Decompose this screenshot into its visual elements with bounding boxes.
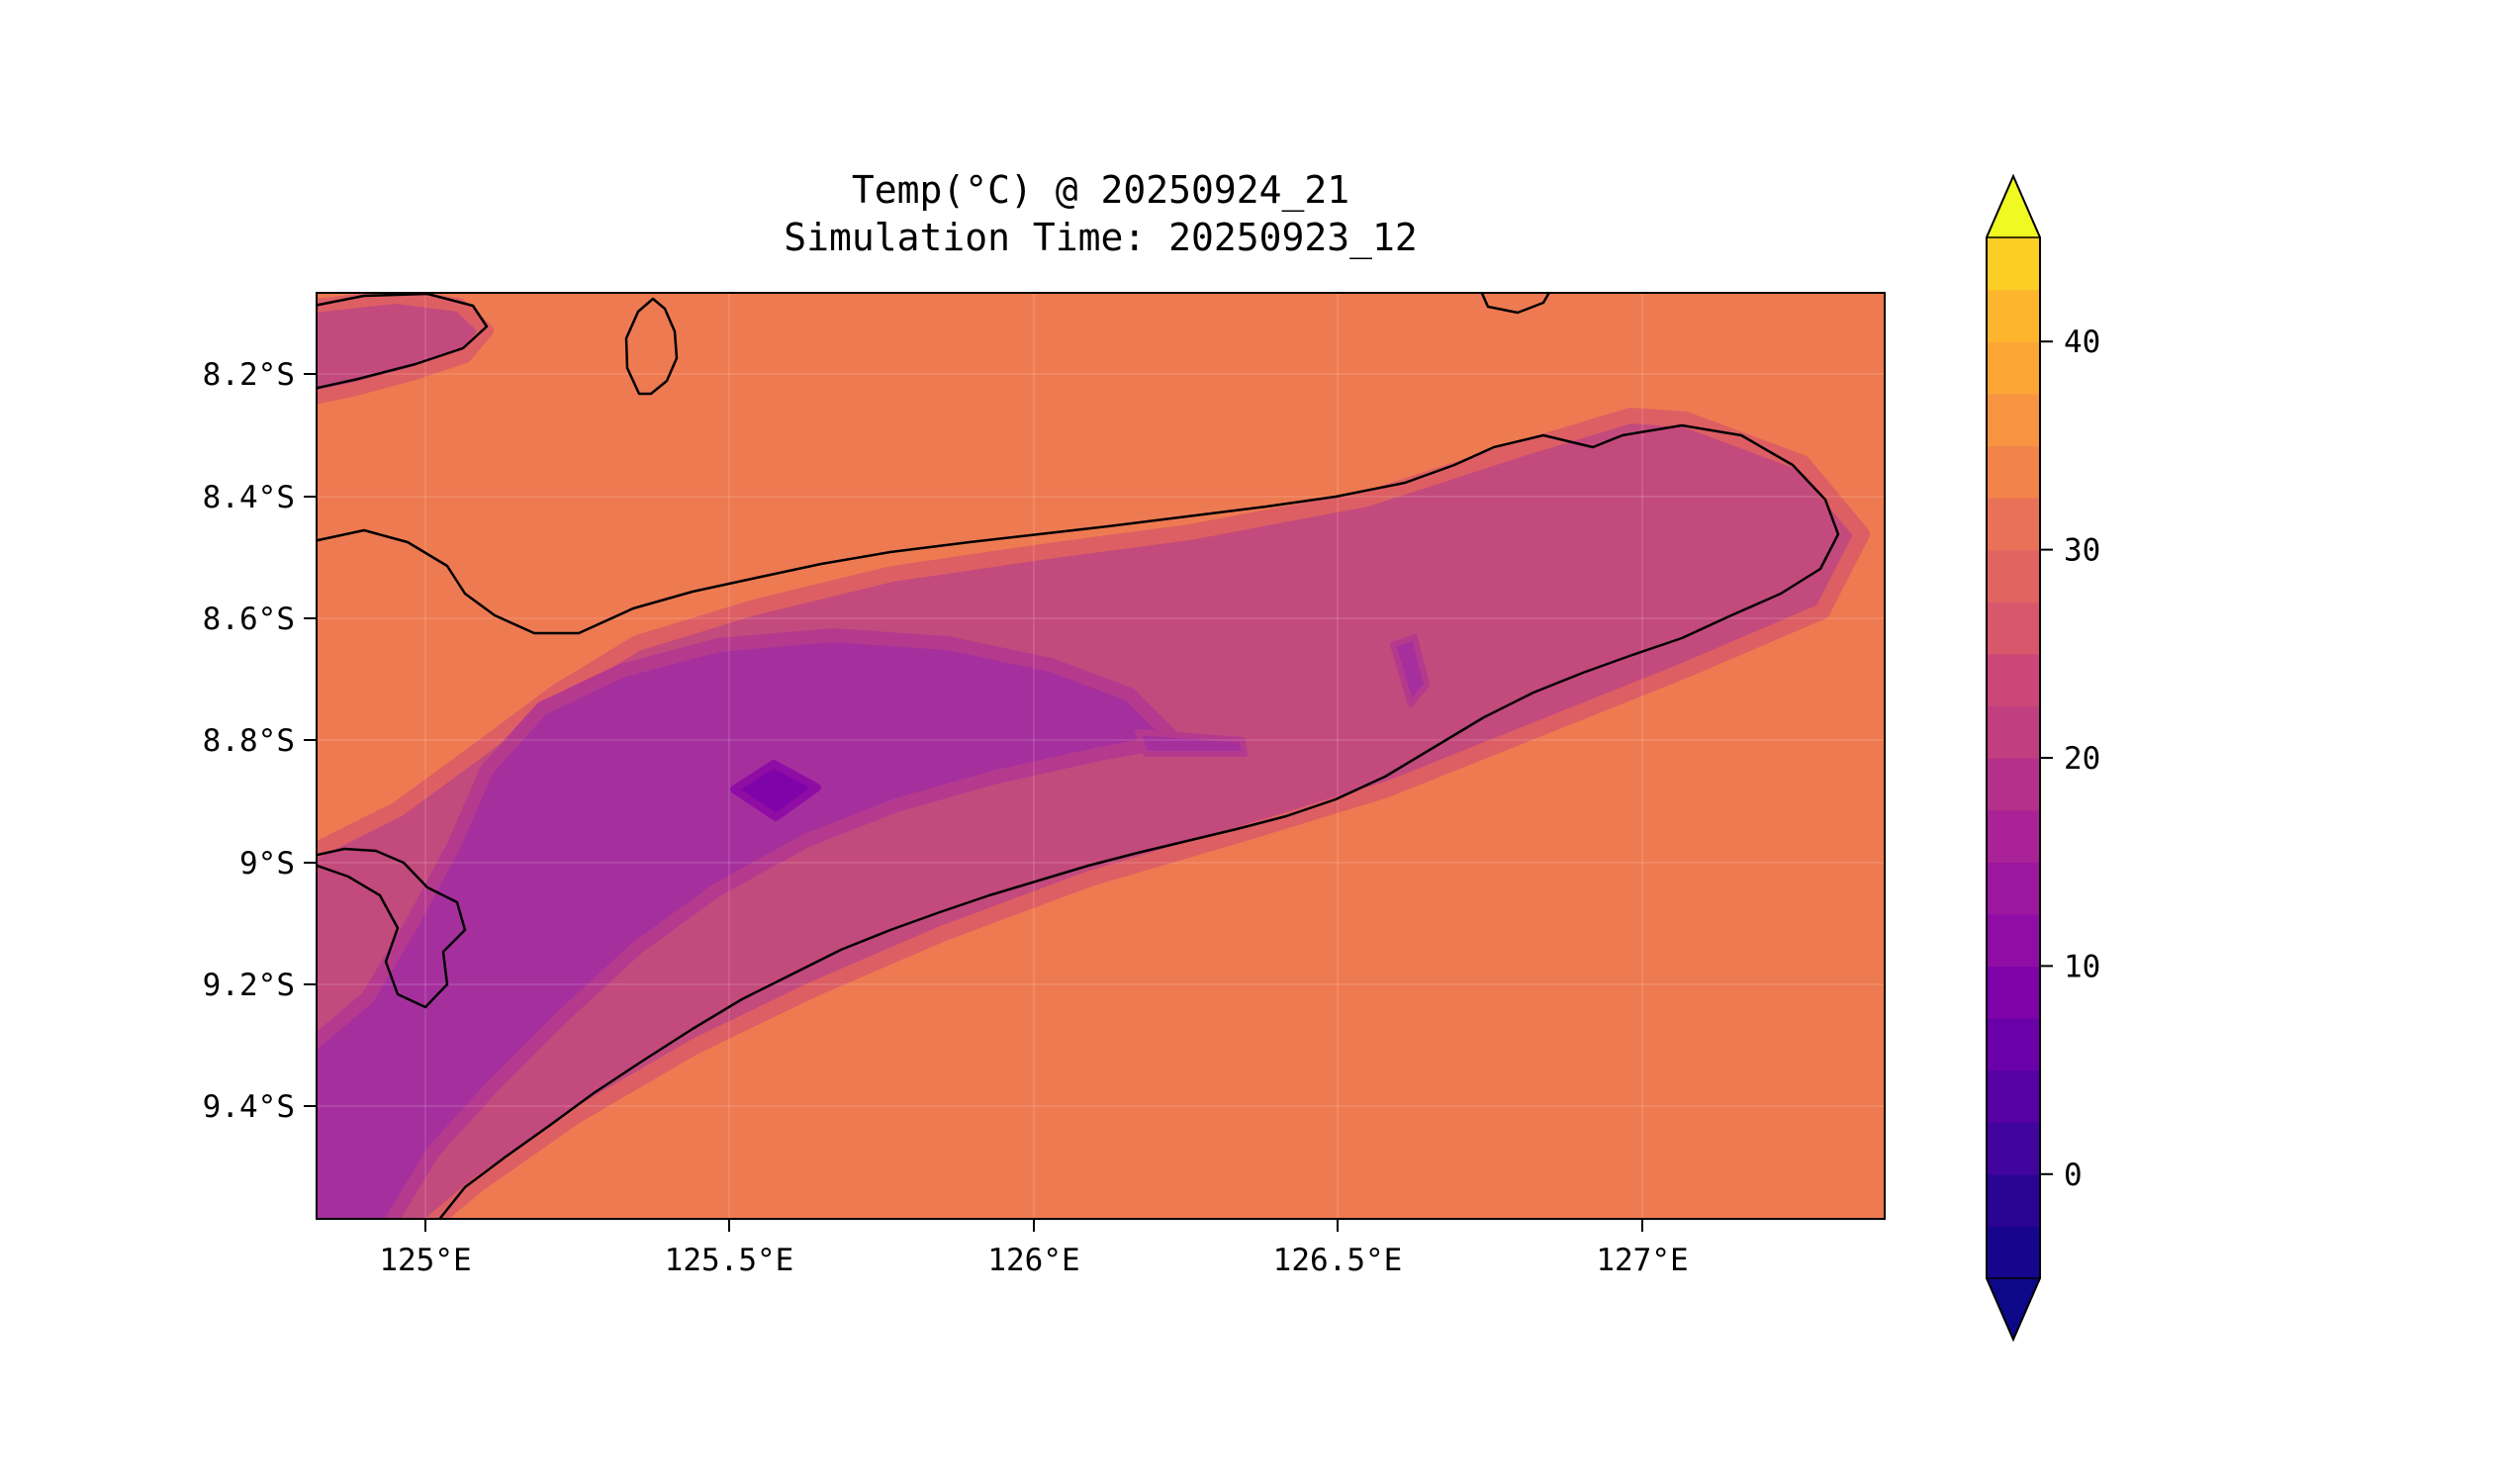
wetar-island-coastline — [1480, 293, 1551, 315]
peak-cold-spot — [730, 760, 821, 821]
highlands-sliver-mid — [1135, 729, 1248, 757]
y-tick-label: 8.8°S — [203, 723, 295, 759]
colorbar-band — [1987, 758, 2040, 811]
chart-title: Temp(°C) @ 20250924_21 — [851, 168, 1350, 212]
colorbar-band — [1987, 1173, 2040, 1227]
colorbar-under-arrow — [1987, 1278, 2040, 1340]
x-tick-label: 126.5°E — [1273, 1243, 1403, 1278]
alor-island-coastline — [317, 293, 489, 390]
y-tick-label: 9.4°S — [203, 1089, 295, 1125]
colorbar-tick-label: 0 — [2064, 1158, 2083, 1193]
colorbar: 40 30 20 10 0 — [1986, 173, 2100, 1343]
colorbar-band — [1987, 237, 2040, 291]
highlands-sliver-east — [1390, 634, 1430, 707]
colorbar-band — [1987, 966, 2040, 1019]
highlands-temp-band — [317, 628, 1182, 1219]
y-tick-label: 9.2°S — [203, 968, 295, 1003]
x-tick-label: 127°E — [1596, 1243, 1688, 1278]
colorbar-band — [1987, 549, 2040, 603]
atauro-island-coastline — [624, 297, 679, 396]
timor-island-coastline — [317, 423, 1840, 1219]
y-tick-label: 8.4°S — [203, 480, 295, 515]
colorbar-band — [1987, 602, 2040, 655]
colorbar-tick-label: 20 — [2064, 741, 2100, 777]
colorbar-band — [1987, 393, 2040, 446]
colorbar-band — [1987, 445, 2040, 499]
chart-subtitle: Simulation Time: 20250923_12 — [784, 216, 1418, 259]
colorbar-tick-label: 30 — [2064, 533, 2100, 569]
colorbar-band — [1987, 913, 2040, 967]
colorbar-band — [1987, 1018, 2040, 1071]
colorbar-band — [1987, 1226, 2040, 1279]
west-coastline-detail — [317, 847, 467, 1009]
x-tick-label: 125.5°E — [665, 1243, 794, 1278]
colorbar-band — [1987, 862, 2040, 915]
y-tick-label: 8.6°S — [203, 602, 295, 637]
y-tick-label: 8.2°S — [203, 357, 295, 393]
alor-temp-band — [317, 293, 494, 405]
colorbar-over-arrow — [1987, 176, 2040, 237]
colorbar-band — [1987, 809, 2040, 863]
colorbar-tick-label: 40 — [2064, 325, 2100, 360]
colorbar-band — [1987, 705, 2040, 759]
colorbar-band — [1987, 1122, 2040, 1175]
colorbar-band — [1987, 1069, 2040, 1123]
chart-title-block: Temp(°C) @ 20250924_21 Simulation Time: … — [317, 166, 1885, 261]
colorbar-band — [1987, 498, 2040, 551]
timor-main-temp-band — [317, 408, 1870, 1219]
plot-border — [316, 292, 1886, 1220]
colorbar-band — [1987, 341, 2040, 395]
x-tick-label: 126°E — [987, 1243, 1079, 1278]
colorbar-tick-label: 10 — [2064, 949, 2100, 984]
x-tick-label: 125°E — [379, 1243, 471, 1278]
y-tick-label: 9°S — [239, 846, 295, 881]
colorbar-band — [1987, 289, 2040, 342]
colorbar-band — [1987, 653, 2040, 706]
